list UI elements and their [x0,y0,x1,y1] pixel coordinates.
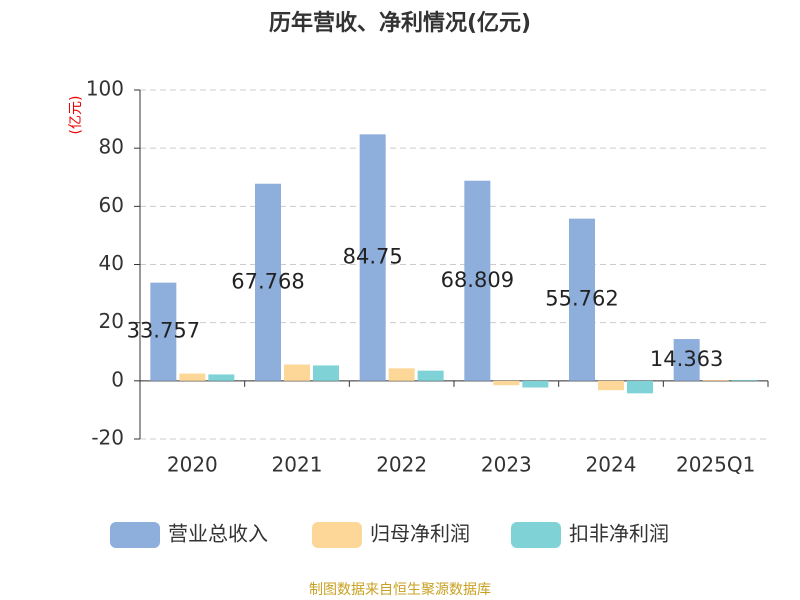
bar [179,373,206,381]
chart-title: 历年营收、净利情况(亿元) [269,10,531,36]
bar [359,134,386,381]
legend-swatch [312,522,362,548]
bar [522,380,549,388]
bar [702,379,729,381]
x-tick-label: 2022 [376,453,427,477]
footer: 制图数据来自恒生聚源数据库 [309,582,491,598]
x-tick-label: 2020 [167,453,218,477]
x-tick-label: 2023 [481,453,532,477]
bar [673,339,700,381]
data-label: 67.768 [231,269,304,293]
y-tick-label: 80 [99,135,124,159]
bar [493,380,520,386]
data-label: 33.757 [127,319,200,343]
legend-label: 归母净利润 [370,522,470,546]
bar [731,379,758,381]
bar [255,183,281,381]
bar [388,368,415,381]
bar [284,364,310,381]
legend-swatch [511,522,561,548]
bar [598,380,624,391]
bar [464,180,491,381]
bar [569,218,595,381]
y-axis-label: (亿元) [68,96,84,135]
bar [313,365,339,381]
x-tick-label: 2025Q1 [676,453,755,477]
x-tick-label: 2024 [586,453,637,477]
y-tick-label: -20 [91,426,124,450]
bar [627,380,653,394]
legend-swatch [110,522,160,548]
data-label: 68.809 [441,268,514,292]
bar [417,370,444,381]
legend-label: 扣非净利润 [569,522,669,546]
bar [208,374,235,381]
y-tick-label: 20 [99,309,124,333]
data-label: 84.75 [343,245,403,269]
data-label: 14.363 [650,347,723,371]
x-tick-label: 2021 [272,453,323,477]
legend-label: 营业总收入 [168,522,268,546]
y-tick-label: 60 [99,193,124,217]
bar [150,282,177,381]
y-tick-label: 100 [86,77,124,101]
y-tick-label: 40 [99,251,124,275]
y-tick-label: 0 [111,367,124,391]
data-label: 55.762 [545,287,618,311]
